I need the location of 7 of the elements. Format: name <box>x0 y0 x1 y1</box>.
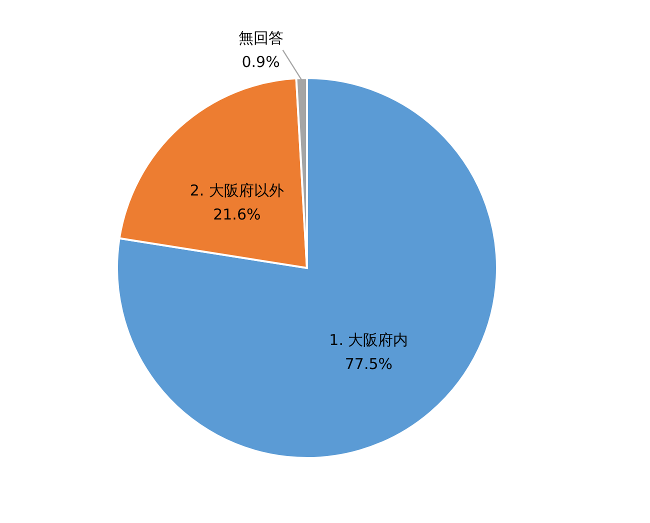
data-label: 21.6% <box>213 205 261 224</box>
slice-label: 2. 大阪府以外 <box>190 181 284 200</box>
data-label: 0.9% <box>242 53 280 72</box>
data-label: 77.5% <box>344 355 393 374</box>
slice-label: 無回答 <box>238 29 284 48</box>
slice-label: 1. 大阪府内 <box>329 331 408 350</box>
pie-slice <box>116 77 498 459</box>
